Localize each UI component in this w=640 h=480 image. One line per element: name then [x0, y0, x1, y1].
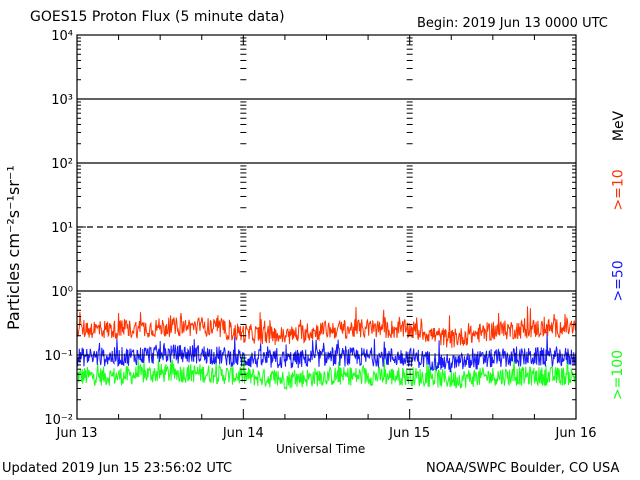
xtick-label: Jun 16: [555, 426, 597, 441]
y-axis-label: Particles cm⁻²s⁻¹sr⁻¹: [4, 165, 23, 330]
series-line-0: [76, 306, 577, 348]
legend-ge100: >=100: [610, 349, 627, 401]
ytick-label: 10³: [51, 93, 73, 108]
ytick-label: 10¹: [51, 221, 73, 236]
ytick-label: 10⁻²: [44, 413, 73, 428]
xtick-label: Jun 14: [222, 426, 264, 441]
series-line-1: [76, 331, 577, 373]
xtick-label: Jun 15: [388, 426, 430, 441]
begin-time: Begin: 2019 Jun 13 0000 UTC: [417, 16, 608, 31]
chart-title: GOES15 Proton Flux (5 minute data): [30, 9, 285, 25]
credit-text: NOAA/SWPC Boulder, CO USA: [426, 461, 620, 476]
unit-label-mev: MeV: [611, 110, 628, 142]
series-line-2: [76, 352, 577, 391]
ytick-label: 10²: [51, 157, 73, 172]
ytick-label: 10⁻¹: [44, 349, 73, 364]
x-axis-label: Universal Time: [276, 442, 366, 456]
ytick-label: 10⁴: [51, 29, 73, 44]
legend-ge10: >=10: [610, 169, 627, 211]
legend-ge50: >=50: [610, 260, 627, 302]
xtick-label: Jun 13: [56, 426, 98, 441]
updated-timestamp: Updated 2019 Jun 15 23:56:02 UTC: [2, 461, 233, 476]
ytick-label: 10⁰: [51, 285, 73, 300]
